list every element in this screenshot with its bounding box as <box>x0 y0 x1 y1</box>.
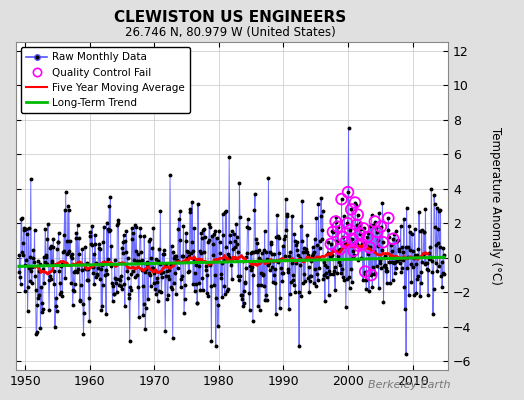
Y-axis label: Temperature Anomaly (°C): Temperature Anomaly (°C) <box>489 127 503 285</box>
Point <box>358 241 366 247</box>
Point <box>349 248 357 254</box>
Point <box>365 244 374 251</box>
Point <box>334 224 342 230</box>
Point <box>353 222 361 228</box>
Text: Berkeley Earth: Berkeley Earth <box>368 380 451 390</box>
Point <box>336 246 344 252</box>
Point <box>341 239 350 246</box>
Point <box>361 268 369 275</box>
Point <box>329 229 337 235</box>
Point <box>332 218 340 225</box>
Point <box>355 242 363 249</box>
Point <box>344 189 352 195</box>
Legend: Raw Monthly Data, Quality Control Fail, Five Year Moving Average, Long-Term Tren: Raw Monthly Data, Quality Control Fail, … <box>21 47 190 113</box>
Text: 26.746 N, 80.979 W (United States): 26.746 N, 80.979 W (United States) <box>125 26 336 39</box>
Point <box>356 230 364 237</box>
Point <box>348 236 356 242</box>
Point <box>363 234 372 240</box>
Point <box>377 224 385 230</box>
Point <box>339 234 347 240</box>
Point <box>354 212 362 218</box>
Text: CLEWISTON US ENGINEERS: CLEWISTON US ENGINEERS <box>114 10 347 25</box>
Point <box>359 225 368 232</box>
Point <box>367 272 375 278</box>
Point <box>370 218 379 225</box>
Point <box>384 215 392 221</box>
Point <box>337 196 346 202</box>
Point <box>343 220 352 226</box>
Point <box>389 236 397 242</box>
Point <box>326 241 335 247</box>
Point <box>346 227 354 233</box>
Point <box>347 206 355 213</box>
Point <box>351 199 359 206</box>
Point <box>373 229 381 235</box>
Point <box>379 239 387 246</box>
